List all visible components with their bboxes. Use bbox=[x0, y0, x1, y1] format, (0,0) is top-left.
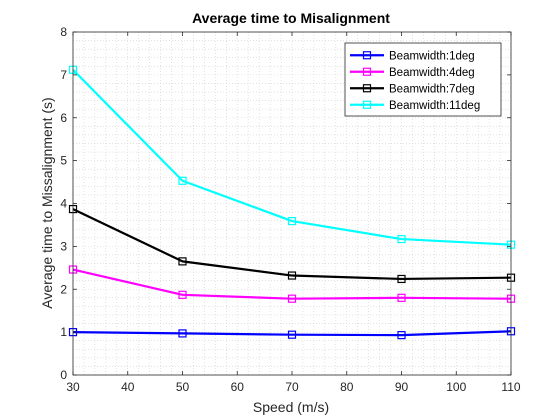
legend-marker bbox=[362, 100, 372, 109]
legend-marker bbox=[362, 51, 372, 60]
series-line bbox=[72, 208, 512, 281]
y-tick-label: 3 bbox=[60, 239, 67, 253]
series-line bbox=[72, 68, 512, 246]
y-tick-label: 6 bbox=[60, 111, 67, 125]
data-point bbox=[287, 216, 297, 226]
x-tick-label: 30 bbox=[66, 380, 80, 394]
x-tick-label: 110 bbox=[501, 380, 520, 394]
y-tick-label: 0 bbox=[60, 368, 67, 382]
x-tick-label: 50 bbox=[176, 380, 190, 394]
series-line bbox=[72, 330, 512, 337]
data-point bbox=[178, 257, 187, 266]
legend-label: Beamwidth:1deg bbox=[389, 50, 475, 62]
legend-label: Beamwidth:11deg bbox=[389, 100, 480, 112]
y-tick-label: 7 bbox=[60, 68, 67, 82]
data-point bbox=[178, 329, 187, 338]
data-point bbox=[287, 271, 297, 280]
y-tick-label: 4 bbox=[60, 197, 67, 211]
x-tick-label: 70 bbox=[285, 380, 299, 394]
legend-marker bbox=[362, 67, 372, 76]
legend: Beamwidth:1deg Beamwidth:4deg Beamwidth:7d… bbox=[344, 42, 502, 117]
x-tick-label: 80 bbox=[340, 380, 354, 394]
x-tick-label: 100 bbox=[446, 380, 466, 394]
data-point bbox=[397, 331, 406, 340]
data-point bbox=[397, 234, 406, 244]
y-axis-label: Average time to Missalignment (s) bbox=[39, 97, 55, 308]
data-point bbox=[287, 294, 297, 303]
x-tick-label: 40 bbox=[121, 380, 135, 394]
axes: 30 40 50 60 70 80 90 100 110 0 1 2 3 4 5 6 7 8 bbox=[60, 25, 521, 394]
legend-label: Beamwidth:4deg bbox=[389, 67, 475, 79]
legend-entry: Beamwidth:7deg bbox=[350, 83, 475, 95]
data-point bbox=[178, 290, 187, 299]
x-tick-label: 60 bbox=[231, 380, 245, 394]
legend-entry: Beamwidth:1deg bbox=[350, 50, 475, 62]
data-point bbox=[397, 274, 406, 284]
y-tick-label: 8 bbox=[60, 25, 67, 39]
legend-marker bbox=[362, 84, 372, 93]
y-tick-label: 1 bbox=[60, 325, 67, 339]
data-point bbox=[397, 293, 406, 302]
legend-entry: Beamwidth:11deg bbox=[350, 100, 480, 112]
legend-entry: Beamwidth:4deg bbox=[350, 67, 475, 79]
chart-title: Average time to Misalignment bbox=[192, 10, 390, 26]
y-tick-label: 2 bbox=[60, 282, 67, 296]
series-line bbox=[72, 268, 512, 300]
data-point bbox=[178, 176, 187, 185]
x-axis-label: Speed (m/s) bbox=[253, 399, 329, 415]
x-tick-label: 90 bbox=[395, 380, 409, 394]
data-point bbox=[287, 330, 297, 339]
y-tick-label: 5 bbox=[60, 154, 67, 168]
legend-label: Beamwidth:7deg bbox=[389, 83, 475, 95]
